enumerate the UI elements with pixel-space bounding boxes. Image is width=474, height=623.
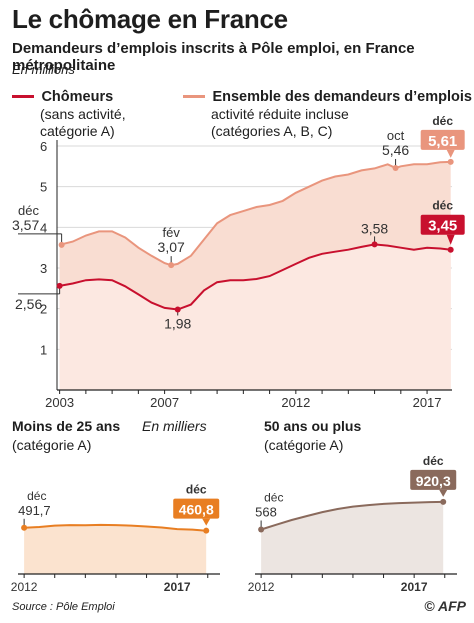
ensemble-oct-marker	[392, 164, 399, 171]
main-annotation: 3,57	[12, 217, 39, 233]
legend-ensemble-sub1: activité réduite incluse	[211, 106, 349, 122]
main-ytick-label: 2	[40, 302, 47, 317]
main-ytick-label: 3	[40, 261, 47, 276]
over50-line	[260, 500, 444, 531]
main-ytick-label: 4	[40, 220, 47, 235]
over50-annotation: 568	[255, 505, 277, 520]
chomeurs-end-pointer	[446, 234, 455, 245]
main-annotation: 5,61	[428, 133, 457, 150]
ensemble-start-marker	[58, 241, 65, 248]
over50-subtitle: (catégorie A)	[264, 437, 344, 453]
afp-logo: © AFP	[424, 598, 466, 614]
main-xtick-label: 2012	[281, 395, 310, 410]
over50-area	[261, 501, 444, 574]
main-annotation: 3,07	[158, 239, 185, 255]
chomeurs-end-box	[420, 214, 465, 235]
over50-annotation: 920,3	[416, 473, 451, 489]
main-annotation: 3,58	[361, 220, 388, 236]
under25-title: Moins de 25 ans	[12, 418, 121, 434]
under25-start-marker	[21, 524, 28, 531]
ensemble-min-marker	[168, 262, 175, 269]
legend-ensemble-swatch	[183, 95, 205, 99]
page-subtitle: Demandeurs d’emplois inscrits à Pôle emp…	[12, 40, 415, 74]
main-annotation: oct	[387, 128, 405, 143]
logo-text: AFP	[438, 598, 466, 614]
under25-area	[24, 524, 207, 574]
source-note: Source : Pôle Emploi	[12, 601, 115, 613]
chomeurs-end-marker	[447, 246, 454, 253]
legend-ensemble-sub2: (catégories A, B, C)	[211, 123, 333, 139]
under25-annotation: 491,7	[18, 503, 51, 518]
main-xtick-label: 2003	[45, 395, 74, 410]
under25-annotation: déc	[27, 489, 46, 503]
chomeurs-line	[59, 243, 451, 311]
over50-end-marker	[440, 498, 447, 505]
page-title: Le chômage en France	[12, 4, 288, 34]
over50-end-pointer	[439, 489, 448, 497]
main-annotation: 1,98	[164, 315, 191, 331]
under25-line	[24, 523, 207, 532]
chomeurs-start-marker	[56, 282, 63, 289]
under25-units: En milliers	[142, 418, 207, 434]
ensemble-end-marker	[447, 158, 454, 165]
main-annotation: déc	[432, 114, 453, 128]
legend-chomeurs-sub2: catégorie A)	[40, 123, 115, 139]
under25-annotation: 460,8	[179, 502, 214, 518]
chomeurs-min-marker	[174, 306, 181, 313]
over50-xtick-label: 2017	[401, 580, 428, 594]
over50-annotation: déc	[264, 491, 283, 505]
legend-chomeurs-swatch	[12, 95, 34, 99]
copyright-symbol: ©	[424, 598, 435, 614]
legend-ensemble: Ensemble des demandeurs d’emplois activi…	[183, 88, 472, 140]
main-xtick-label: 2017	[413, 395, 442, 410]
chomeurs-peak-marker	[371, 241, 378, 248]
legend-chomeurs-sub1: (sans activité,	[40, 106, 126, 122]
chomeurs-area	[59, 244, 451, 390]
under25-xtick-label: 2012	[11, 580, 38, 594]
main-ytick-label: 6	[40, 139, 47, 154]
ensemble-end-pointer	[446, 149, 455, 158]
main-xtick-label: 2007	[150, 395, 179, 410]
main-annotation: 2,56	[15, 296, 42, 312]
units-label: En millions	[12, 62, 75, 77]
under25-annotation: déc	[186, 483, 207, 497]
over50-end-box	[410, 469, 457, 490]
over50-annotation: déc	[423, 454, 444, 468]
under25-xtick-label: 2017	[164, 580, 191, 594]
main-annotation: 3,45	[428, 218, 457, 235]
main-annotation: déc	[18, 203, 39, 218]
main-annotation: fév	[162, 225, 180, 240]
ensemble-end-box	[420, 129, 465, 150]
legend-chomeurs-title: Chômeurs	[41, 89, 114, 105]
main-ytick-label: 1	[40, 342, 47, 357]
legend-chomeurs: Chômeurs (sans activité, catégorie A)	[12, 88, 126, 140]
under25-subtitle: (catégorie A)	[12, 437, 92, 453]
main-annotation: déc	[432, 199, 453, 213]
under25-end-box	[173, 498, 220, 519]
under25-end-pointer	[202, 518, 211, 526]
over50-title: 50 ans ou plus	[264, 418, 362, 434]
main-annotation: 5,46	[382, 142, 409, 158]
over50-start-marker	[258, 526, 265, 533]
main-ytick-label: 5	[40, 180, 47, 195]
legend-ensemble-title: Ensemble des demandeurs d’emplois	[212, 89, 472, 105]
under25-end-marker	[203, 527, 210, 534]
over50-xtick-label: 2012	[248, 580, 275, 594]
